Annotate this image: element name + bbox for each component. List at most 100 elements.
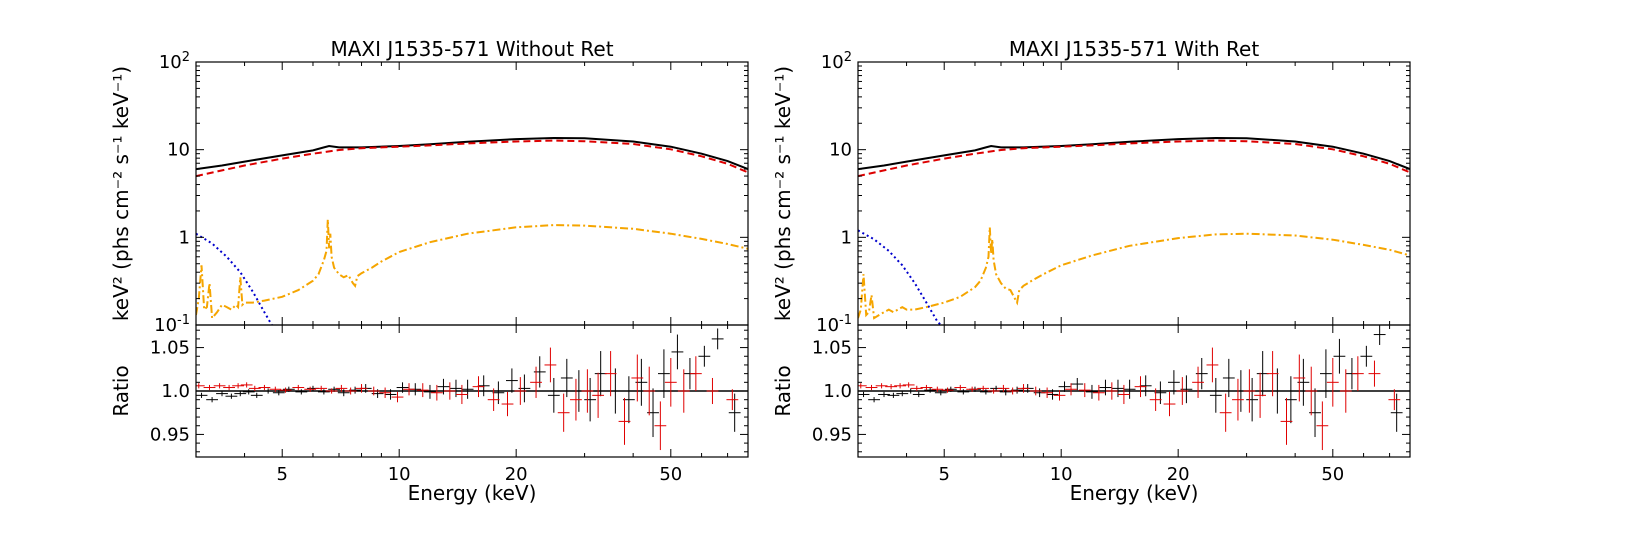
model-curves: [858, 136, 1410, 325]
series-line-reflection-component: [196, 219, 748, 321]
ratio-point: [505, 368, 518, 393]
ratio-point: [315, 385, 328, 391]
ratio-point: [487, 388, 500, 411]
ratio-y-tick-label: 0.95: [812, 424, 852, 445]
x-tick-label: 20: [505, 464, 528, 485]
ratio-point: [196, 392, 208, 398]
ratio-point: [349, 386, 361, 394]
ratio-point: [858, 391, 870, 398]
ratio-point: [944, 386, 957, 392]
model-curves: [196, 136, 748, 325]
ratio-point: [240, 382, 253, 388]
ratio-point: [643, 366, 656, 416]
ratio-point: [282, 386, 295, 392]
series-line-continuum-component: [196, 139, 748, 178]
ratio-point: [1105, 382, 1118, 400]
ratio-point: [997, 384, 1010, 392]
chart-title: MAXI J1535-571 With Ret: [1009, 37, 1260, 61]
ratio-point: [232, 383, 245, 389]
y-tick-label: 10: [167, 140, 190, 161]
main-axes-frame: [857, 61, 1411, 326]
series-line-reflection-component: [858, 227, 1410, 320]
y-tick-label: 1: [841, 227, 852, 248]
ratio-point: [885, 384, 898, 390]
ratio-point: [196, 383, 205, 389]
ratio-point: [1266, 351, 1279, 397]
ratio-point: [203, 384, 216, 391]
ratio-point: [1360, 345, 1373, 367]
ratio-point: [242, 389, 255, 395]
ratio-point: [706, 377, 719, 405]
ratio-point: [1222, 358, 1235, 398]
ratio-point: [912, 391, 925, 398]
ratio-point: [1368, 360, 1381, 387]
ratio-point: [609, 368, 622, 414]
ratio-point: [337, 389, 350, 397]
ratio-point: [1326, 358, 1339, 407]
ratio-point: [430, 384, 443, 401]
ratio-point: [216, 391, 228, 397]
ratio-point: [1232, 378, 1244, 421]
ratio-point: [472, 376, 485, 398]
x-tick-label: 10: [1050, 464, 1073, 485]
ratio-point: [1041, 387, 1054, 398]
ratio-point: [544, 347, 557, 383]
ratio-point: [461, 379, 474, 399]
ratio-point: [878, 391, 890, 398]
y-tick-label: 10-1: [154, 313, 190, 337]
ratio-point: [1006, 387, 1019, 395]
chart-panel-0: MAXI J1535-571 Without Ret 5 10 20 50 Energy …: [109, 37, 749, 505]
ratio-point: [547, 377, 560, 413]
ratio-point: [391, 391, 404, 403]
ratio-point: [317, 389, 330, 395]
ratio-point: [689, 356, 702, 391]
ratio-point: [455, 384, 468, 405]
ratio-point: [1246, 377, 1259, 422]
ratio-point: [424, 384, 436, 399]
chart-panel-1: MAXI J1535-571 With Ret 5 10 20 50 Energy (ke…: [771, 37, 1411, 505]
ratio-point: [1086, 384, 1098, 399]
ratio-point: [1134, 376, 1147, 398]
ratio-point: [560, 358, 573, 398]
ratio-point: [896, 391, 909, 397]
y-tick-label: 1: [179, 227, 190, 248]
ratio-point: [416, 383, 429, 398]
ratio-point: [1271, 368, 1284, 414]
ratio-point: [1078, 383, 1091, 398]
ratio-point: [654, 401, 667, 451]
ratio-point: [581, 369, 594, 413]
main-axes-frame: [195, 61, 749, 326]
ratio-point: [726, 389, 739, 411]
ratio-point: [941, 387, 954, 393]
ratio-point: [269, 386, 282, 392]
ratio-point: [1017, 384, 1030, 393]
ratio-point: [1071, 377, 1084, 391]
ratio-point: [557, 393, 570, 432]
ratio-point: [868, 397, 880, 403]
ratio-point: [1167, 370, 1180, 395]
y-axis-label-ratio: Ratio: [771, 365, 795, 416]
ratio-point: [225, 393, 238, 399]
ratio-point: [1339, 369, 1352, 413]
ratio-point: [664, 358, 677, 407]
ratio-point: [304, 386, 317, 392]
ratio-point: [443, 382, 456, 400]
x-axis-label: Energy (keV): [408, 481, 537, 505]
ratio-point: [570, 378, 582, 421]
ratio-point: [1351, 356, 1364, 391]
y-tick-label: 10-1: [816, 313, 852, 337]
ratio-point: [1254, 372, 1267, 418]
ratio-point: [1256, 351, 1269, 397]
ratio-point: [248, 385, 261, 391]
ratio-point: [592, 372, 605, 418]
ratio-point: [910, 385, 923, 391]
ratio-point: [223, 384, 236, 391]
ratio-point: [1209, 377, 1222, 413]
ratio-point: [1065, 383, 1077, 396]
ratio-point: [618, 397, 631, 445]
ratio-point: [1058, 381, 1071, 392]
ratio-point: [1206, 347, 1219, 383]
ratio-point: [677, 369, 690, 413]
ratio-point: [865, 384, 878, 391]
